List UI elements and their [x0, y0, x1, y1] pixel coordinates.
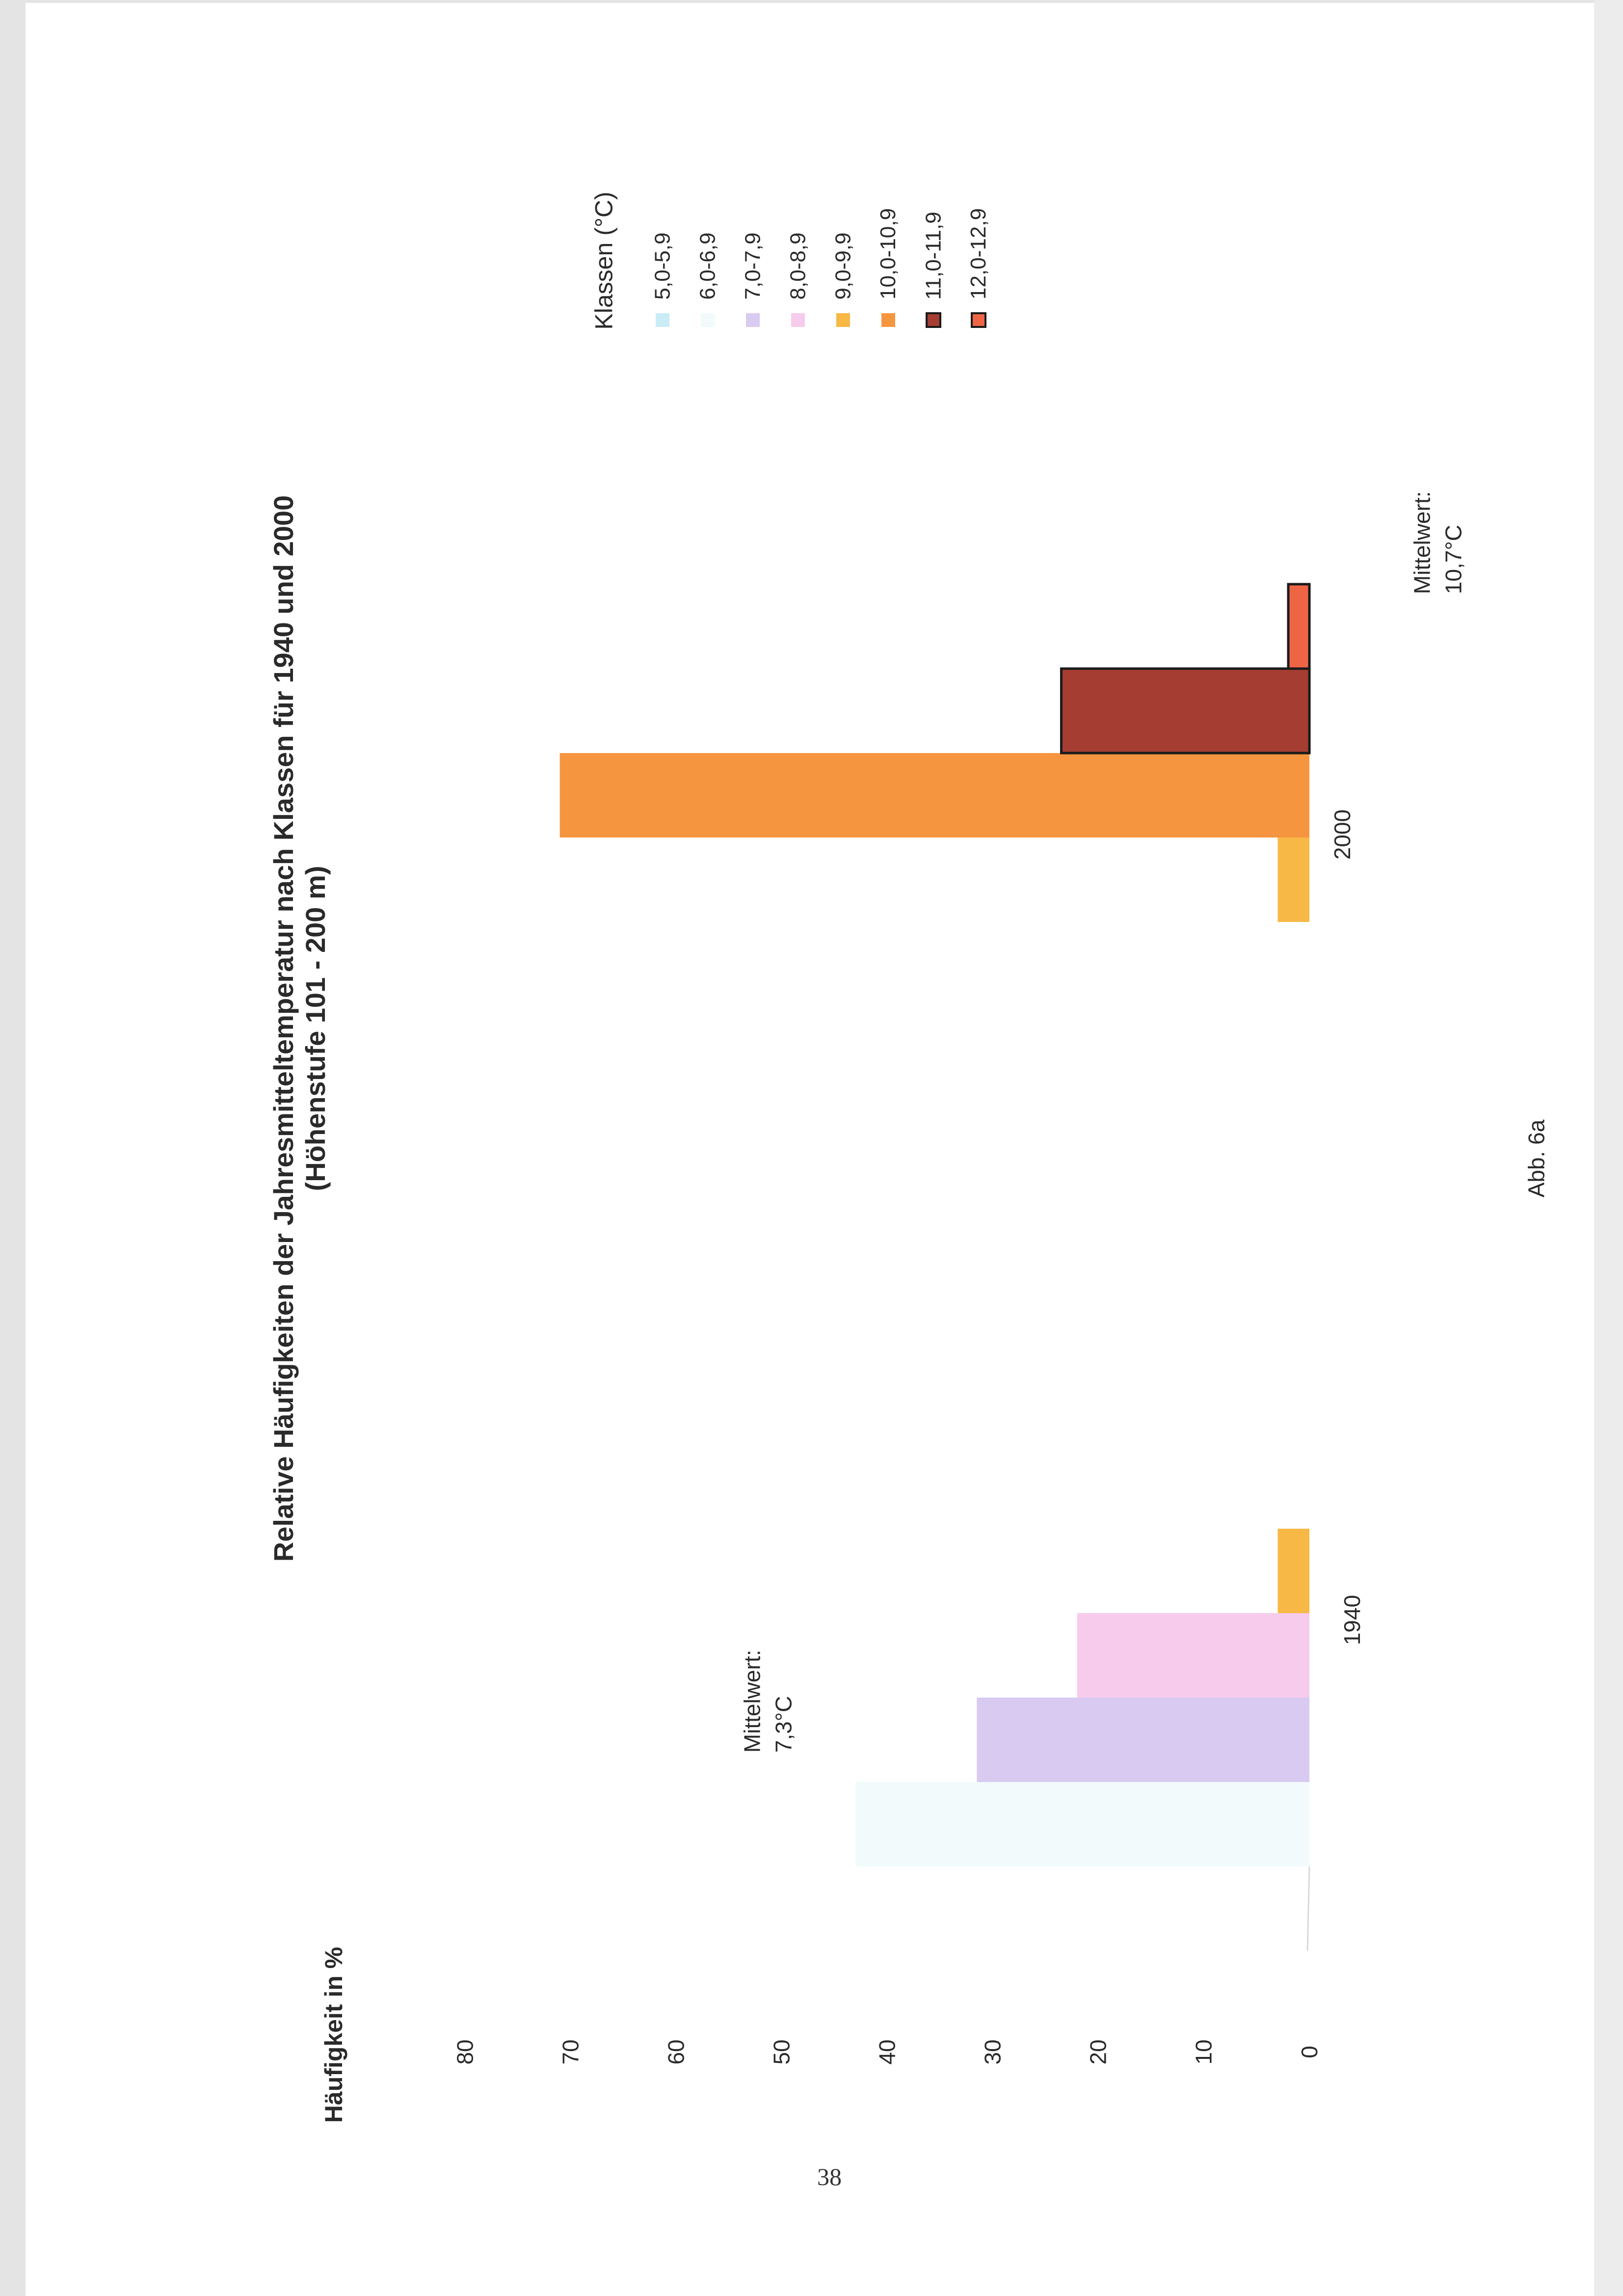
chart-title-line1: Relative Häufigkeiten der Jahresmittelte…: [268, 495, 299, 1562]
legend-swatch: [926, 312, 941, 328]
legend-swatch: [746, 313, 760, 327]
bar-1940-6-0-6-9: [855, 1782, 1309, 1866]
chart-title-line2: (Höhenstufe 101 - 200 m): [300, 865, 331, 1191]
legend-label: 9,0-9,9: [830, 232, 855, 299]
bar-1940-7-0-7-9: [977, 1698, 1309, 1782]
mean-annotation-label: Mittelwert:: [739, 1649, 765, 1753]
y-tick-label: 0: [1296, 2046, 1322, 2058]
bar-1940-8-0-8-9: [1077, 1613, 1309, 1698]
y-tick-label: 60: [663, 2039, 689, 2065]
y-tick-label: 50: [769, 2039, 795, 2065]
page-number: 38: [817, 2163, 842, 2190]
figure-caption: Abb. 6a: [1523, 1119, 1549, 1198]
category-label-1940: 1940: [1339, 1594, 1365, 1646]
legend-swatch: [701, 313, 715, 327]
bar-2000-9-0-9-9: [1277, 837, 1309, 922]
y-tick-label: 80: [452, 2039, 478, 2065]
mean-annotation-value: 10,7°C: [1440, 524, 1466, 594]
legend-label: 11,0-11,9: [921, 211, 946, 300]
legend-swatch: [791, 313, 805, 327]
legend-label: 8,0-8,9: [785, 232, 810, 299]
y-tick-label: 30: [980, 2039, 1006, 2065]
legend-swatch: [836, 313, 850, 327]
chart-title: Relative Häufigkeiten der Jahresmittelte…: [267, 495, 331, 1562]
legend-swatch: [656, 313, 669, 327]
y-tick-label: 70: [558, 2039, 584, 2065]
legend-label: 7,0-7,9: [740, 232, 765, 299]
bar-2000-12-0-12-9: [1287, 583, 1311, 670]
page-edge: [1594, 0, 1623, 2296]
legend-swatch: [881, 313, 895, 327]
legend-label: 6,0-6,9: [695, 232, 719, 299]
y-tick-label: 20: [1085, 2039, 1111, 2065]
legend-swatch: [971, 312, 986, 328]
legend-label: 12,0-12,9: [966, 208, 990, 299]
legend-label: 5,0-5,9: [650, 232, 674, 299]
legend-title: Klassen (°C): [590, 191, 618, 330]
bar-2000-10-0-10-9: [559, 753, 1309, 837]
mean-annotation-value: 7,3°C: [771, 1696, 797, 1753]
y-tick-label: 40: [874, 2039, 900, 2065]
bar-1940-9-0-9-9: [1277, 1529, 1309, 1613]
category-label-2000: 2000: [1330, 809, 1356, 860]
mean-annotation-2000: Mittelwert: 10,7°C: [1406, 491, 1469, 594]
bar-2000-11-0-11-9: [1060, 667, 1311, 755]
y-tick-label: 10: [1191, 2039, 1217, 2065]
bar-1940-5-0-5-9: [1306, 1866, 1310, 1951]
legend-label: 10,0-10,9: [876, 208, 900, 299]
y-axis-title: Häufigkeit in %: [320, 1946, 348, 2123]
page-sheet: [26, 3, 1594, 2296]
mean-annotation-1940: Mittelwert: 7,3°C: [736, 1649, 799, 1753]
mean-annotation-label: Mittelwert:: [1409, 491, 1435, 594]
